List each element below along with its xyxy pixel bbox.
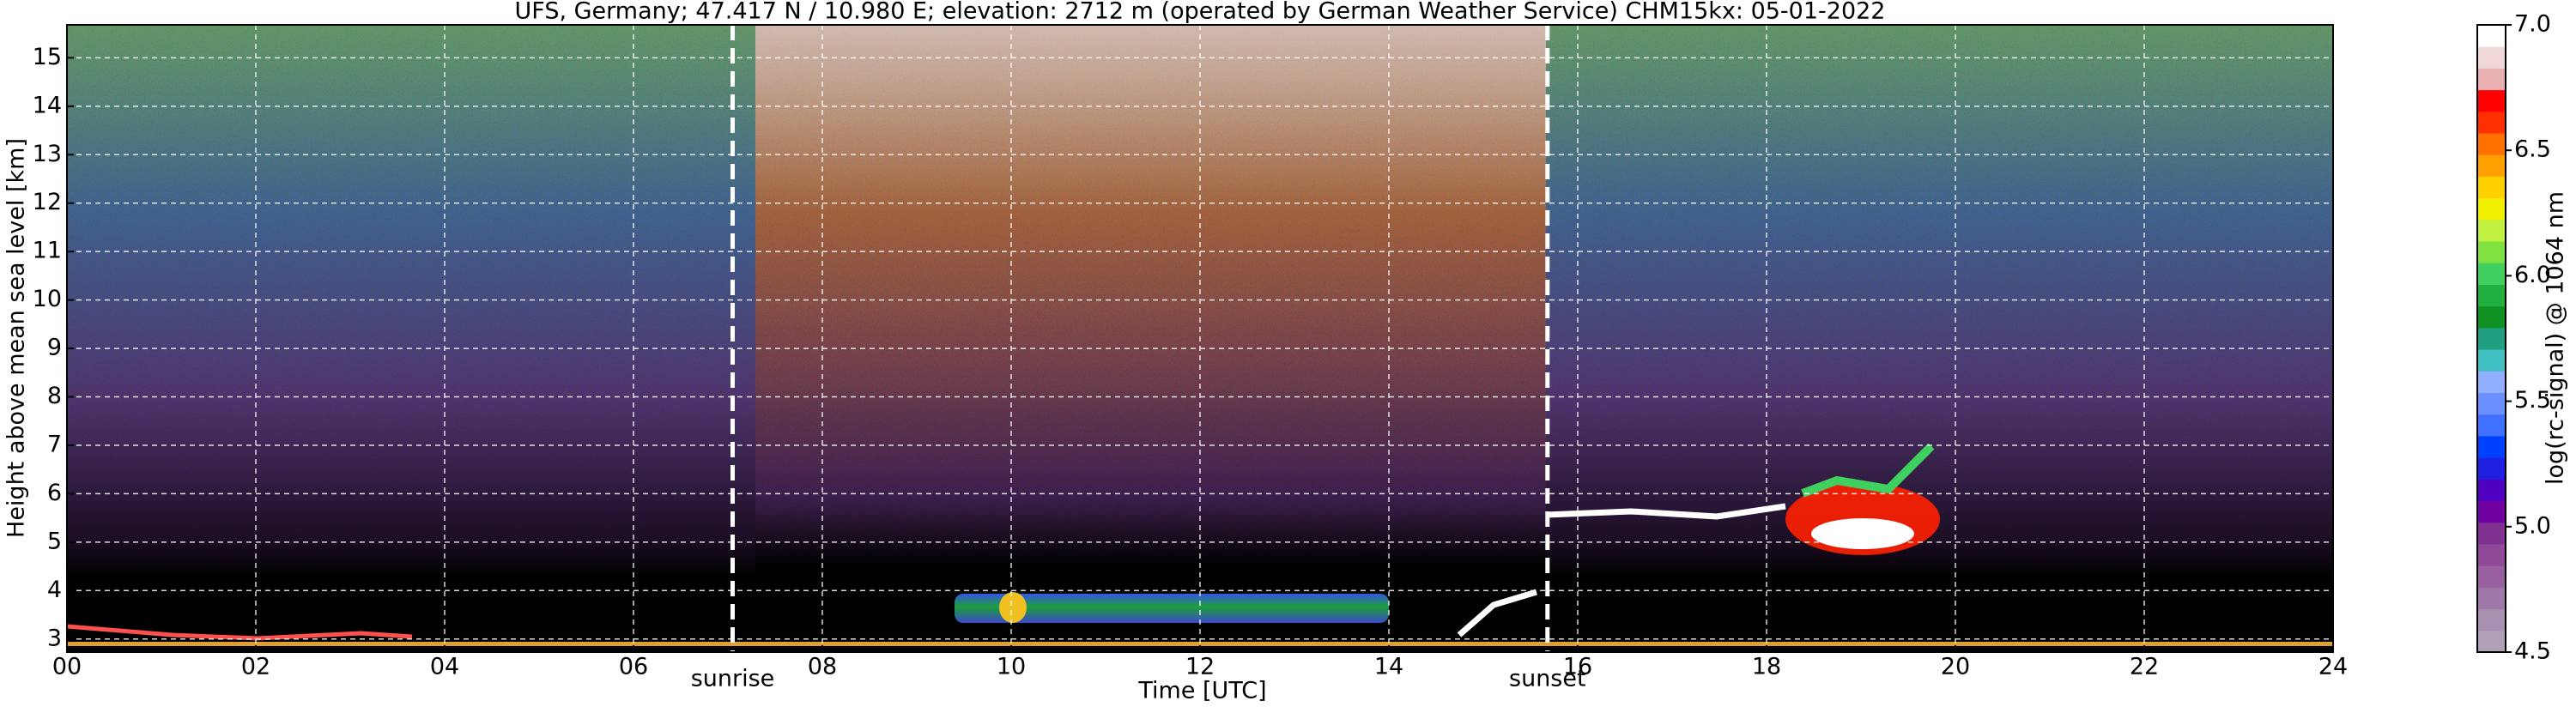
x-tick-label: 06	[619, 654, 648, 680]
colorbar-segment	[2477, 587, 2506, 610]
low-cloud	[955, 594, 1389, 623]
y-tick-label: 10	[33, 286, 62, 312]
colorbar-segment	[2477, 68, 2506, 91]
low-cloud	[999, 592, 1027, 623]
colorbar-segment	[2477, 371, 2506, 394]
cloud-layer	[1811, 518, 1914, 549]
y-tick-label: 9	[47, 335, 62, 361]
colorbar-label: log(rc-signal) @ 1064 nm	[2543, 191, 2569, 485]
cloud-layer	[1801, 443, 1935, 498]
colorbar-segment	[2477, 241, 2506, 263]
x-axis-label: Time [UTC]	[1137, 678, 1266, 704]
colorbar-segment	[2477, 176, 2506, 199]
colorbar-segment	[2477, 305, 2506, 329]
colorbar-segment	[2477, 479, 2506, 502]
colorbar-segment	[2477, 154, 2506, 177]
colorbar-segment	[2477, 197, 2506, 221]
colorbar-segment	[2477, 263, 2506, 285]
x-tick-label: 22	[2130, 654, 2159, 680]
colorbar-segment	[2477, 435, 2506, 458]
y-tick-label: 14	[33, 92, 62, 118]
colorbar-tick-label: 4.5	[2514, 638, 2551, 665]
y-tick-label: 12	[33, 189, 62, 215]
annotation-label: sunrise	[691, 666, 775, 692]
colorbar-segment	[2477, 133, 2506, 155]
colorbar-segment	[2477, 327, 2506, 350]
y-tick-label: 7	[47, 431, 62, 457]
colorbar-segment	[2477, 500, 2506, 523]
colorbar-tick-label: 7.0	[2514, 11, 2551, 38]
colorbar-tick-label: 6.5	[2514, 136, 2551, 163]
colorbar-segment	[2477, 630, 2506, 653]
x-tick-label: 12	[1185, 654, 1215, 680]
x-tick-label: 20	[1941, 654, 1970, 680]
colorbar-segment	[2477, 565, 2506, 588]
colorbar-segment	[2477, 392, 2506, 415]
y-tick-label: 5	[47, 528, 62, 554]
x-tick-label: 08	[808, 654, 837, 680]
colorbar-segment	[2477, 89, 2506, 112]
colorbar-frame	[2476, 24, 2506, 653]
y-tick-label: 3	[47, 625, 62, 651]
x-tick-label: 10	[997, 654, 1026, 680]
x-tick-label: 16	[1563, 654, 1592, 680]
colorbar-segment	[2477, 46, 2506, 69]
colorbar-segment	[2477, 457, 2506, 480]
colorbar-segment	[2477, 284, 2506, 307]
x-tick-label: 02	[241, 654, 270, 680]
colorbar-segment	[2477, 349, 2506, 372]
plot-frame	[66, 24, 2334, 653]
colorbar-segment	[2477, 111, 2506, 134]
annotation-label: sunset	[1509, 666, 1586, 692]
y-tick-label: 8	[47, 383, 62, 409]
cloud-layer	[1545, 503, 1786, 520]
colorbar-segment	[2477, 543, 2506, 566]
colorbar-segment	[2477, 608, 2506, 631]
colorbar-segment	[2477, 414, 2506, 437]
y-axis-label: Height above mean sea level [km]	[3, 138, 30, 538]
ground-layer	[67, 642, 2333, 646]
colorbar-segment	[2477, 219, 2506, 242]
y-tick-label: 6	[47, 480, 62, 506]
low-cloud	[1457, 589, 1538, 638]
x-tick-label: 18	[1752, 654, 1781, 680]
colorbar-segment	[2477, 522, 2506, 545]
y-tick-label: 4	[47, 577, 62, 603]
boundary-layer	[66, 624, 413, 641]
colorbar-segment	[2477, 25, 2506, 47]
x-tick-label: 00	[52, 654, 82, 680]
x-tick-label: 14	[1374, 654, 1403, 680]
x-tick-label: 04	[430, 654, 459, 680]
y-tick-label: 11	[33, 238, 62, 264]
chart-title: UFS, Germany; 47.417 N / 10.980 E; eleva…	[515, 0, 1886, 25]
y-tick-label: 15	[33, 44, 62, 70]
x-tick-label: 24	[2318, 654, 2348, 680]
colorbar-tick-label: 5.5	[2514, 387, 2551, 414]
axes: 00 02 04 06 08 10 12 14 16 18 20 22 24 3 4 5 6 7 8 9 10 11 12 1…	[33, 11, 2551, 692]
y-tick-label: 13	[33, 141, 62, 167]
colorbar-tick-label: 5.0	[2514, 512, 2551, 539]
colorbar-tick-label: 6.0	[2514, 262, 2551, 288]
